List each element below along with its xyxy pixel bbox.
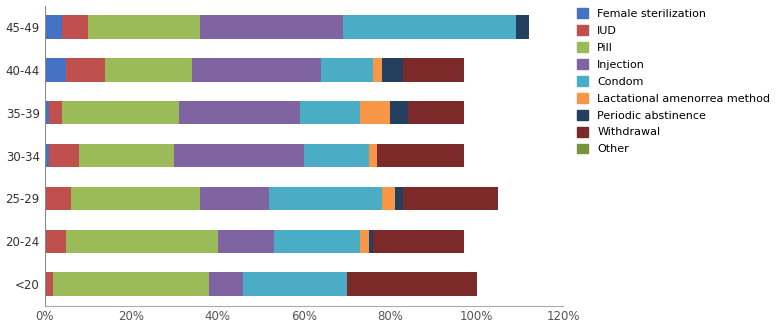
Bar	[62, 15, 88, 39]
Bar	[343, 15, 516, 39]
Bar	[174, 144, 304, 167]
Bar	[347, 272, 477, 296]
Bar	[403, 187, 498, 210]
Bar	[300, 101, 360, 124]
Bar	[403, 58, 464, 82]
Bar	[408, 101, 464, 124]
Bar	[53, 272, 209, 296]
Bar	[373, 230, 464, 253]
Bar	[369, 230, 373, 253]
Bar	[269, 187, 381, 210]
Bar	[62, 101, 179, 124]
Bar	[44, 187, 71, 210]
Bar	[71, 187, 200, 210]
Bar	[243, 272, 347, 296]
Bar	[49, 144, 80, 167]
Bar	[192, 58, 321, 82]
Bar	[49, 101, 62, 124]
Bar	[209, 272, 243, 296]
Bar	[369, 144, 378, 167]
Legend: Female sterilization, IUD, Pill, Injection, Condom, Lactational amenorrea method: Female sterilization, IUD, Pill, Injecti…	[574, 5, 774, 158]
Bar	[44, 144, 49, 167]
Bar	[274, 230, 360, 253]
Bar	[378, 144, 464, 167]
Bar	[321, 58, 373, 82]
Bar	[516, 15, 529, 39]
Bar	[360, 101, 390, 124]
Bar	[179, 101, 300, 124]
Bar	[44, 272, 53, 296]
Bar	[66, 58, 105, 82]
Bar	[44, 230, 66, 253]
Bar	[395, 187, 403, 210]
Bar	[105, 58, 192, 82]
Bar	[381, 187, 395, 210]
Bar	[66, 230, 218, 253]
Bar	[218, 230, 274, 253]
Bar	[44, 58, 66, 82]
Bar	[304, 144, 369, 167]
Bar	[200, 15, 343, 39]
Bar	[381, 58, 403, 82]
Bar	[88, 15, 200, 39]
Bar	[44, 15, 62, 39]
Bar	[360, 230, 369, 253]
Bar	[373, 58, 381, 82]
Bar	[390, 101, 408, 124]
Bar	[44, 101, 49, 124]
Bar	[200, 187, 269, 210]
Bar	[80, 144, 174, 167]
